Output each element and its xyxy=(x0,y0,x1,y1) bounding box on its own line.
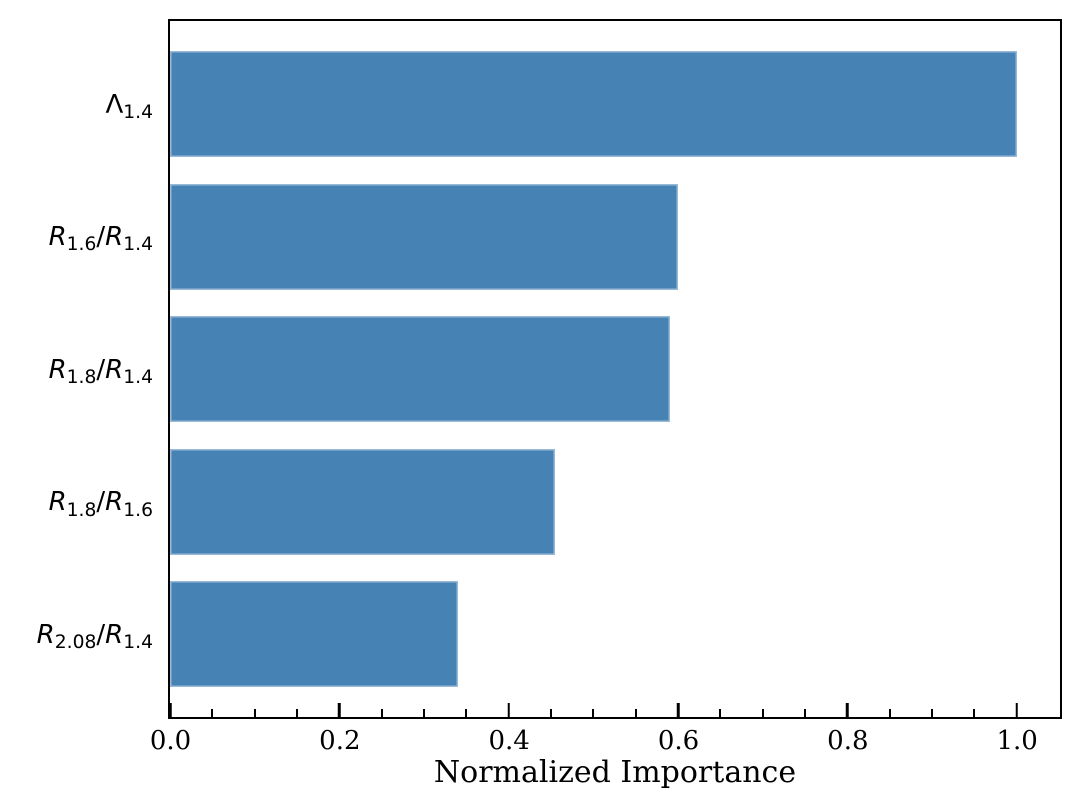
x-minor-tick xyxy=(423,709,425,717)
x-tick-label: 0.4 xyxy=(488,726,530,756)
x-tick-label: 0.8 xyxy=(827,726,869,756)
x-minor-tick xyxy=(888,709,891,717)
x-tick-label: 0.0 xyxy=(149,726,192,756)
y-axis-label: R1.8/R1.4 xyxy=(48,354,153,388)
x-major-tick xyxy=(846,703,849,717)
x-minor-tick xyxy=(296,709,298,717)
bar xyxy=(170,183,678,290)
x-major-tick xyxy=(168,703,172,717)
bar xyxy=(170,316,670,423)
x-minor-tick xyxy=(634,709,637,717)
x-major-tick xyxy=(338,703,341,717)
y-axis-label: R1.8/R1.6 xyxy=(48,487,153,521)
x-major-tick xyxy=(507,703,510,717)
x-minor-tick xyxy=(719,709,722,717)
y-axis-label: Λ1.4 xyxy=(105,89,153,123)
x-tick-label: 1.0 xyxy=(996,726,1038,756)
x-minor-tick xyxy=(465,709,468,717)
plot-area xyxy=(168,19,1062,719)
x-minor-tick xyxy=(380,709,383,717)
x-minor-tick xyxy=(931,709,933,717)
x-major-tick xyxy=(1015,703,1018,717)
x-axis-label: Normalized Importance xyxy=(433,755,797,790)
x-minor-tick xyxy=(253,709,256,717)
y-axis-label: R1.6/R1.4 xyxy=(48,222,153,256)
x-minor-tick xyxy=(761,709,764,717)
bar xyxy=(170,581,458,688)
bar xyxy=(170,51,1017,157)
x-minor-tick xyxy=(592,709,595,717)
y-axis-label: R2.08/R1.4 xyxy=(36,619,153,654)
x-minor-tick xyxy=(973,709,976,717)
x-minor-tick xyxy=(804,709,806,717)
x-minor-tick xyxy=(211,709,214,717)
x-minor-tick xyxy=(550,709,552,717)
x-tick-label: 0.2 xyxy=(319,726,361,756)
x-major-tick xyxy=(676,703,680,717)
bar xyxy=(170,448,556,555)
x-tick-label: 0.6 xyxy=(657,726,700,756)
